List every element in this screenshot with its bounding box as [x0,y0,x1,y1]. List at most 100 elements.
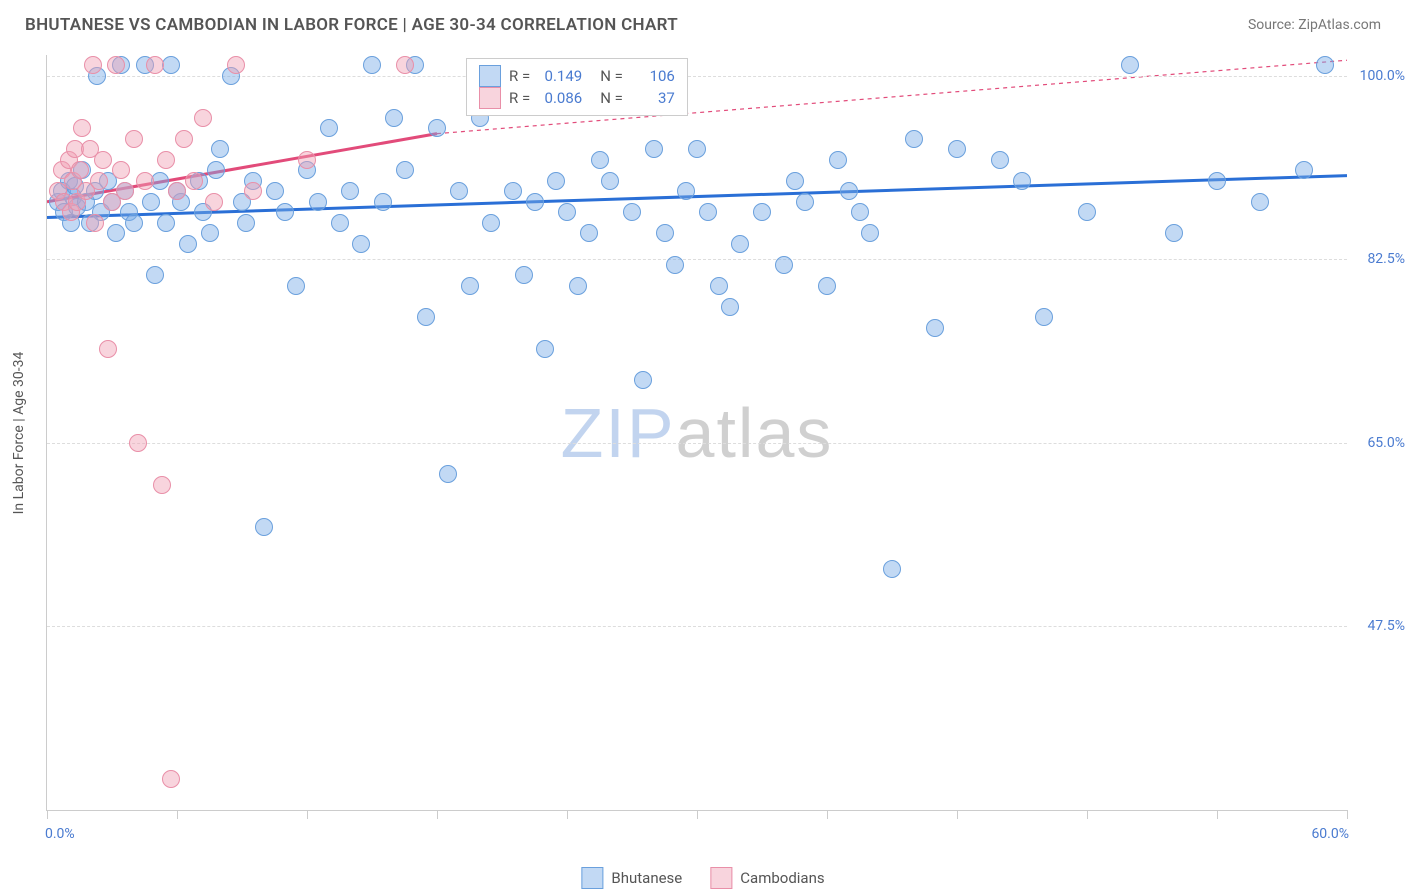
y-tick-label: 82.5% [1353,251,1405,267]
data-point-bhutanese [948,140,966,158]
x-tick [1347,810,1348,819]
data-point-bhutanese [536,340,554,358]
x-tick [47,810,48,819]
data-point-bhutanese [818,277,836,295]
data-point-bhutanese [157,214,175,232]
series-label-bhutanese: Bhutanese [611,869,682,887]
data-point-cambodians [205,193,223,211]
data-point-bhutanese [634,371,652,389]
data-point-bhutanese [623,203,641,221]
data-point-bhutanese [840,182,858,200]
data-point-bhutanese [320,119,338,137]
n-label: N = [600,65,623,87]
data-point-bhutanese [861,224,879,242]
data-point-bhutanese [396,161,414,179]
data-point-bhutanese [580,224,598,242]
data-point-bhutanese [374,193,392,211]
series-legend-item-cambodians: Cambodians [710,867,824,889]
data-point-cambodians [125,130,143,148]
source-label: Source: ZipAtlas.com [1248,17,1381,33]
data-point-bhutanese [515,266,533,284]
data-point-bhutanese [1251,193,1269,211]
x-tick [1217,810,1218,819]
data-point-bhutanese [1121,56,1139,74]
data-point-bhutanese [1013,172,1031,190]
x-tick [437,810,438,819]
data-point-bhutanese [439,465,457,483]
data-point-cambodians [146,56,164,74]
legend-swatch-bhutanese [479,65,501,87]
y-axis-title: In Labor Force | Age 30-34 [11,351,27,514]
series-label-cambodians: Cambodians [740,869,824,887]
data-point-bhutanese [1078,203,1096,221]
legend-row-bhutanese: R =0.149N =106 [479,65,675,87]
data-point-bhutanese [688,140,706,158]
y-tick-label: 47.5% [1353,618,1405,634]
data-point-bhutanese [266,182,284,200]
data-point-bhutanese [450,182,468,200]
data-point-cambodians [129,434,147,452]
data-point-cambodians [153,476,171,494]
data-point-bhutanese [591,151,609,169]
data-point-bhutanese [201,224,219,242]
data-point-bhutanese [142,193,160,211]
data-point-cambodians [396,56,414,74]
data-point-bhutanese [710,277,728,295]
data-point-cambodians [227,56,245,74]
grid-line [47,626,1347,627]
data-point-bhutanese [829,151,847,169]
data-point-bhutanese [287,277,305,295]
data-point-bhutanese [363,56,381,74]
data-point-bhutanese [666,256,684,274]
watermark-atlas: atlas [676,394,834,472]
data-point-cambodians [157,151,175,169]
data-point-cambodians [116,182,134,200]
r-label: R = [509,87,530,109]
data-point-cambodians [107,56,125,74]
data-point-cambodians [185,172,203,190]
x-tick [1087,810,1088,819]
data-point-bhutanese [569,277,587,295]
data-point-bhutanese [309,193,327,211]
n-label: N = [600,87,623,109]
data-point-cambodians [86,214,104,232]
legend-swatch-cambodians [710,867,732,889]
r-label: R = [509,65,530,87]
x-tick [307,810,308,819]
data-point-bhutanese [547,172,565,190]
data-point-cambodians [90,172,108,190]
data-point-bhutanese [1165,224,1183,242]
data-point-bhutanese [352,235,370,253]
data-point-cambodians [175,130,193,148]
data-point-cambodians [71,161,89,179]
data-point-bhutanese [461,277,479,295]
watermark: ZIPatlas [561,393,834,473]
n-value-cambodians: 37 [631,87,675,109]
data-point-bhutanese [211,140,229,158]
data-point-bhutanese [482,214,500,232]
data-point-bhutanese [753,203,771,221]
data-point-bhutanese [775,256,793,274]
data-point-bhutanese [656,224,674,242]
x-tick [697,810,698,819]
data-point-bhutanese [731,235,749,253]
legend-swatch-bhutanese [581,867,603,889]
data-point-bhutanese [125,214,143,232]
data-point-cambodians [168,182,186,200]
watermark-zip: ZIP [561,394,676,472]
data-point-cambodians [94,151,112,169]
series-legend-item-bhutanese: Bhutanese [581,867,682,889]
trend-lines [47,55,1347,810]
data-point-bhutanese [991,151,1009,169]
data-point-bhutanese [255,518,273,536]
data-point-cambodians [136,172,154,190]
data-point-bhutanese [526,193,544,211]
chart-title: BHUTANESE VS CAMBODIAN IN LABOR FORCE | … [25,15,678,35]
data-point-cambodians [244,182,262,200]
series-legend: Bhutanese Cambodians [581,867,824,889]
data-point-cambodians [73,119,91,137]
grid-line [47,443,1347,444]
data-point-bhutanese [1295,161,1313,179]
data-point-bhutanese [786,172,804,190]
data-point-cambodians [162,770,180,788]
